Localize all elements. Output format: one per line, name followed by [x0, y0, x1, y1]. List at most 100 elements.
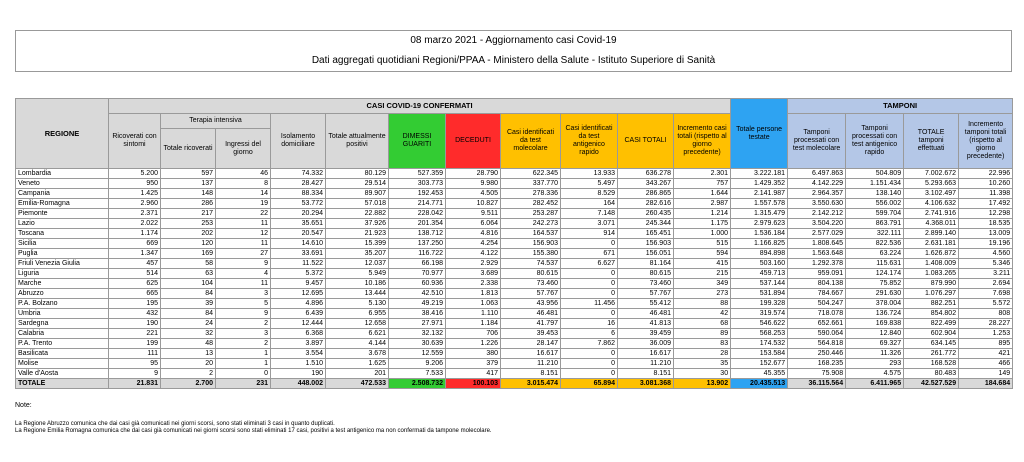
cell: 253.287 [500, 208, 561, 219]
cell: 164.537 [500, 228, 561, 239]
cell: 11.522 [270, 258, 326, 269]
cell: 504.809 [845, 168, 905, 179]
cell: 1.110 [445, 308, 501, 319]
cell: 459.713 [730, 268, 789, 279]
header: 08 marzo 2021 - Aggiornamento casi Covid… [15, 30, 1012, 72]
cell: 5.572 [958, 298, 1014, 309]
cell: 74.332 [270, 168, 326, 179]
cell: 634.145 [903, 338, 960, 349]
cell: 28.147 [500, 338, 561, 349]
cell: 156.903 [617, 238, 674, 249]
cell: 199.328 [730, 298, 789, 309]
cell: 1.214 [672, 208, 732, 219]
data-row: Liguria 514 63 4 5.372 5.949 70.977 3.689 80.615… [15, 268, 1014, 279]
cell: 5.346 [958, 258, 1014, 269]
cell: 42.510 [388, 288, 446, 299]
cell: 4.560 [958, 248, 1014, 259]
cell: 138.140 [845, 188, 905, 199]
total-cell: 65.894 [560, 378, 618, 389]
cell: 6.497.863 [787, 168, 847, 179]
cell: 80.615 [500, 268, 561, 279]
cell: 273 [672, 288, 732, 299]
cell: 2.142.212 [787, 208, 847, 219]
cell: 89.907 [325, 188, 389, 199]
cell: 6.955 [325, 308, 389, 319]
cell: 217 [160, 208, 216, 219]
cell: 221 [108, 328, 161, 339]
cell: 6.621 [325, 328, 389, 339]
cell: 116.722 [388, 248, 446, 259]
cell: 41.813 [617, 318, 674, 329]
cell: 202 [160, 228, 216, 239]
cell: 2.371 [108, 208, 161, 219]
cell: 1.408.009 [903, 258, 960, 269]
subtitle: Dati aggregati quotidiani Regioni/PPAA -… [311, 55, 716, 66]
cell: 1.151.434 [845, 178, 905, 189]
column-header: DIMESSI GUARITI [388, 113, 446, 169]
cell: 11.210 [500, 358, 561, 369]
cell: 556.002 [845, 198, 905, 209]
cell: 14.610 [270, 238, 326, 249]
cell: 9.980 [445, 178, 501, 189]
cell: 1.429.352 [730, 178, 789, 189]
cell: 2.960 [108, 198, 161, 209]
column-header: DECEDUTI [445, 113, 501, 169]
cell: 84 [160, 308, 216, 319]
cell: 4.896 [270, 298, 326, 309]
cell: 3.222.181 [730, 168, 789, 179]
region-name: Emilia-Romagna [15, 198, 109, 209]
cell: 81.164 [617, 258, 674, 269]
cell: 124.174 [845, 268, 905, 279]
cell: 599.704 [845, 208, 905, 219]
cell: 18.535 [958, 218, 1014, 229]
cell: 27.971 [388, 318, 446, 329]
cell: 1.425 [108, 188, 161, 199]
cell: 0 [215, 368, 271, 379]
cell: 3.554 [270, 348, 326, 359]
cell: 2.694 [958, 278, 1014, 289]
region-name: Abruzzo [15, 288, 109, 299]
region-name: Campania [15, 188, 109, 199]
cell: 4.144 [325, 338, 389, 349]
cell: 718.078 [787, 308, 847, 319]
total-cell: 2.700 [160, 378, 216, 389]
data-row: Marche 625 104 11 9.457 10.186 60.936 2.338 73.4… [15, 278, 1014, 289]
cell: 2.338 [445, 278, 501, 289]
group-header: TAMPONI [787, 98, 1014, 114]
cell: 13.933 [560, 168, 618, 179]
cell: 2.301 [672, 168, 732, 179]
cell: 293 [845, 358, 905, 369]
data-row: Valle d'Aosta 9 2 0 190 201 7.533 417 8.151 0 8.15… [15, 368, 1014, 379]
cell: 2.987 [672, 198, 732, 209]
data-row: P.A. Trento 199 48 2 3.897 4.144 30.639 1.226 28… [15, 338, 1014, 349]
cell: 46.481 [617, 308, 674, 319]
cell: 784.667 [787, 288, 847, 299]
cell: 1.000 [672, 228, 732, 239]
cell: 46 [215, 168, 271, 179]
cell: 914 [560, 228, 618, 239]
cell: 8 [215, 178, 271, 189]
cell: 73.460 [500, 278, 561, 289]
total-cell: 21.831 [108, 378, 161, 389]
cell: 622.345 [500, 168, 561, 179]
cell: 32.132 [388, 328, 446, 339]
cell: 12.444 [270, 318, 326, 329]
cell: 322.111 [845, 228, 905, 239]
cell: 2.929 [445, 258, 501, 269]
cell: 88 [672, 298, 732, 309]
cell: 343.267 [617, 178, 674, 189]
cell: 5.949 [325, 268, 389, 279]
cell: 6.064 [445, 218, 501, 229]
cell: 568.253 [730, 328, 789, 339]
cell: 1.083.265 [903, 268, 960, 279]
cell: 671 [560, 248, 618, 259]
cell: 120 [160, 238, 216, 249]
cell: 286.865 [617, 188, 674, 199]
cell: 421 [958, 348, 1014, 359]
data-row: P.A. Bolzano 195 39 5 4.896 5.130 49.219 1.063 4… [15, 298, 1014, 309]
region-name: Lazio [15, 218, 109, 229]
cell: 9 [215, 258, 271, 269]
cell: 527.359 [388, 168, 446, 179]
cell: 669 [108, 238, 161, 249]
column-header: Ricoverati con sintomi [108, 113, 161, 169]
